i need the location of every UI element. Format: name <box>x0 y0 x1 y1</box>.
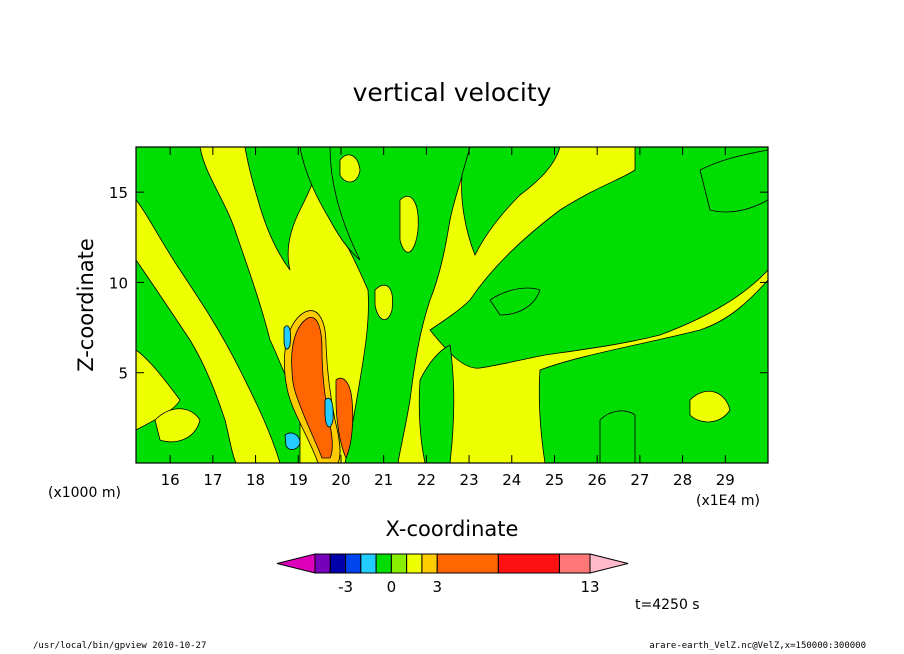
y-tick-label: 15 <box>109 184 128 202</box>
colorbar-segment <box>329 553 347 574</box>
colorbar-segment <box>345 553 362 574</box>
x-tick-label: 27 <box>630 471 649 489</box>
x-tick-label: 18 <box>246 471 265 489</box>
y-tick-label: 5 <box>118 365 128 383</box>
x-tick-label: 23 <box>460 471 479 489</box>
field-region-positive <box>374 284 393 320</box>
field-region-negative-strong <box>284 432 301 450</box>
field-region-negative <box>489 287 541 316</box>
field-region-negative <box>599 410 636 463</box>
x-tick-label: 21 <box>374 471 393 489</box>
field-region-positive <box>689 390 731 423</box>
x-tick-label: 26 <box>588 471 607 489</box>
colorbar-segment <box>390 553 408 574</box>
chart-title: vertical velocity <box>353 78 552 107</box>
x-axis: 16 17 18 19 20 21 22 23 24 25 26 27 28 29 <box>161 147 735 489</box>
colorbar-segment <box>375 553 392 574</box>
x-scale-label: (x1E4 m) <box>696 493 760 509</box>
field-region-negative <box>461 147 561 256</box>
colorbar-segment <box>360 553 377 574</box>
time-label: t=4250 s <box>635 597 700 613</box>
footer-right: arare-earth_VelZ.nc@VelZ,x=150000:300000 <box>649 641 866 651</box>
colorbar-label: 0 <box>387 578 397 596</box>
y-tick-label: 10 <box>109 274 128 292</box>
colorbar-segment <box>406 553 423 574</box>
colorbar-segment <box>497 553 560 574</box>
x-tick-label: 16 <box>161 471 180 489</box>
y-axis: 5 10 15 <box>109 184 768 383</box>
field-region-negative-strong <box>324 397 334 428</box>
colorbar: -3 0 3 13 <box>276 553 629 596</box>
colorbar-segment <box>421 553 438 574</box>
colorbar-arrow-high <box>589 553 629 574</box>
field-region-negative <box>136 259 237 463</box>
field-region-positive-strong <box>335 377 354 459</box>
y-axis-title: Z-coordinate <box>74 238 98 372</box>
colorbar-label: 13 <box>580 578 599 596</box>
x-axis-title: X-coordinate <box>386 517 519 541</box>
field-region-positive <box>154 408 201 443</box>
plot-frame <box>135 146 769 464</box>
x-tick-label: 29 <box>716 471 735 489</box>
x-tick-label: 19 <box>289 471 308 489</box>
colorbar-segment <box>314 553 331 574</box>
y-scale-label: (x1000 m) <box>48 485 121 501</box>
colorbar-label: 3 <box>432 578 442 596</box>
field-region-negative-strong <box>283 325 291 350</box>
x-tick-label: 25 <box>545 471 564 489</box>
x-tick-label: 22 <box>417 471 436 489</box>
field-region-negative <box>136 147 301 463</box>
field-region-positive <box>399 195 419 253</box>
x-tick-label: 17 <box>203 471 222 489</box>
colorbar-label: -3 <box>338 578 353 596</box>
footer-left: /usr/local/bin/gpview 2010-10-27 <box>33 641 207 651</box>
plot-area: 16 17 18 19 20 21 22 23 24 25 26 27 28 29 5 10 15 <box>109 146 769 489</box>
field-region-negative <box>299 147 361 261</box>
x-tick-label: 24 <box>502 471 521 489</box>
x-tick-label: 28 <box>673 471 692 489</box>
colorbar-segment <box>436 553 499 574</box>
field-region-negative <box>699 149 768 213</box>
colorbar-arrow-low <box>276 553 316 574</box>
field-region-negative <box>418 344 455 463</box>
colorbar-segment <box>558 553 591 574</box>
x-tick-label: 20 <box>331 471 350 489</box>
field-region-positive <box>339 154 361 183</box>
